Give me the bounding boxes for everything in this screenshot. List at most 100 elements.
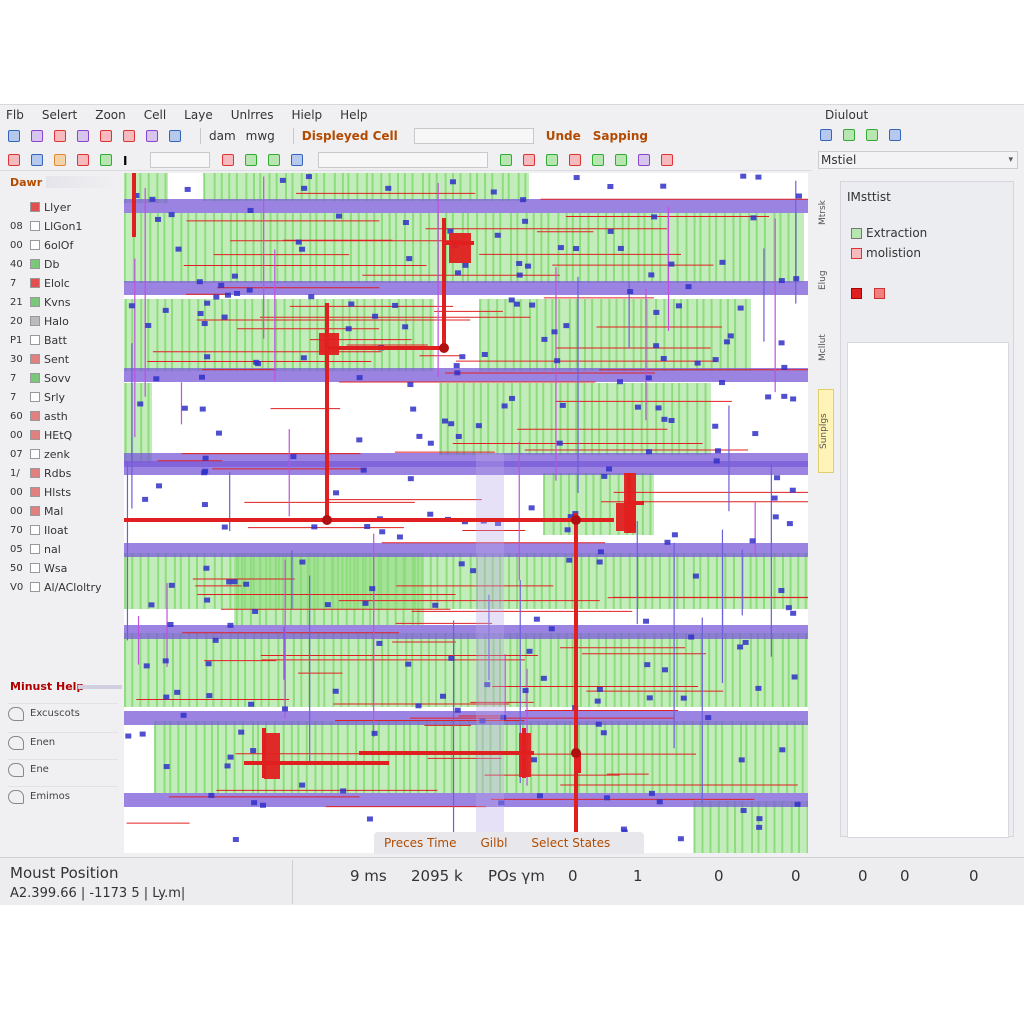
layer-row[interactable]: 40 Db bbox=[10, 256, 59, 272]
layer-swatch-icon[interactable] bbox=[30, 506, 40, 516]
flip-icon[interactable] bbox=[569, 153, 581, 166]
window-icon[interactable] bbox=[889, 129, 901, 141]
layer-row[interactable]: 21 Kvns bbox=[10, 294, 70, 310]
layout-canvas[interactable] bbox=[124, 173, 808, 853]
layer-swatch-icon[interactable] bbox=[30, 354, 40, 364]
mouse-help-item[interactable]: Emimos bbox=[8, 786, 118, 806]
zoom-out-icon[interactable] bbox=[146, 130, 158, 142]
mouse-help-item[interactable]: Enen bbox=[8, 732, 118, 752]
layer-row[interactable]: 7 Srly bbox=[10, 389, 65, 405]
layer-row[interactable]: 05 nal bbox=[10, 541, 61, 557]
layer-row[interactable]: 30 Sent bbox=[10, 351, 69, 367]
layer-swatch-icon[interactable] bbox=[30, 297, 40, 307]
key-icon[interactable] bbox=[8, 130, 20, 142]
search-field[interactable] bbox=[318, 151, 488, 168]
cursor-icon[interactable]: I bbox=[123, 153, 128, 168]
layer-row[interactable]: P1 Batt bbox=[10, 332, 67, 348]
rotate-icon[interactable] bbox=[546, 153, 558, 166]
layer-swatch-icon[interactable] bbox=[30, 563, 40, 573]
process-time-button[interactable]: Preces Time bbox=[384, 836, 457, 850]
select-states-button[interactable]: Select States bbox=[531, 836, 611, 850]
tool-icon[interactable] bbox=[31, 130, 43, 142]
via-icon[interactable] bbox=[245, 153, 257, 166]
mouse-help-item[interactable]: Excuscots bbox=[8, 703, 118, 723]
layer-swatch-icon[interactable] bbox=[30, 278, 40, 288]
layer-swatch-icon[interactable] bbox=[30, 202, 40, 212]
layer-swatch-icon[interactable] bbox=[30, 449, 40, 459]
layer-row[interactable]: Llyer bbox=[10, 199, 71, 215]
toolbar-mwg[interactable]: mwg bbox=[245, 129, 275, 143]
zoom-in-icon[interactable] bbox=[123, 130, 135, 142]
layer-swatch-icon[interactable] bbox=[30, 544, 40, 554]
layer-swatch-icon[interactable] bbox=[30, 411, 40, 421]
box-icon[interactable] bbox=[31, 153, 43, 166]
layer-row[interactable]: 20 Halo bbox=[10, 313, 69, 329]
gilbl-button[interactable]: Gilbl bbox=[480, 836, 508, 850]
undo-button[interactable]: Unde bbox=[545, 129, 581, 143]
layout-drawing[interactable] bbox=[124, 173, 808, 853]
layer-row[interactable]: 00 Mal bbox=[10, 503, 63, 519]
layer-icon[interactable] bbox=[100, 130, 112, 142]
layer-row[interactable]: 00 6olOf bbox=[10, 237, 73, 253]
layer-row[interactable]: 00 Hlsts bbox=[10, 484, 71, 500]
layer-swatch-icon[interactable] bbox=[30, 468, 40, 478]
right-select[interactable]: Mstiel ▾ bbox=[818, 151, 1018, 169]
layer-row[interactable]: 08 LlGon1 bbox=[10, 218, 82, 234]
mouse-help-item[interactable]: Ene bbox=[8, 759, 118, 779]
array-icon[interactable] bbox=[615, 153, 627, 166]
layer-swatch-icon[interactable] bbox=[30, 221, 40, 231]
menu-select[interactable]: Selert bbox=[41, 108, 78, 122]
ruler-icon[interactable] bbox=[54, 130, 66, 142]
layer-row[interactable]: 07 zenk bbox=[10, 446, 70, 462]
layer-swatch-icon[interactable] bbox=[30, 373, 40, 383]
layer-row[interactable]: 50 Wsa bbox=[10, 560, 67, 576]
layer-row[interactable]: 70 Iloat bbox=[10, 522, 68, 538]
align-icon[interactable] bbox=[592, 153, 604, 166]
measure-icon[interactable] bbox=[500, 153, 512, 166]
vtab-3[interactable]: Mcllut bbox=[818, 334, 828, 362]
layer-row[interactable]: 7 Sovv bbox=[10, 370, 71, 386]
command-field[interactable] bbox=[150, 151, 210, 168]
layer-swatch-icon[interactable] bbox=[30, 335, 40, 345]
toolbar-dam[interactable]: dam bbox=[209, 129, 236, 143]
menu-help[interactable]: Help bbox=[340, 108, 368, 122]
menu-hielp[interactable]: Hielp bbox=[291, 108, 323, 122]
layer-swatch-icon[interactable] bbox=[30, 582, 40, 592]
grid-icon[interactable] bbox=[77, 130, 89, 142]
pin-tools[interactable] bbox=[851, 288, 889, 299]
vtab-1[interactable]: Mtrsk bbox=[818, 200, 828, 226]
vtab-2[interactable]: Elug bbox=[818, 270, 828, 290]
layer-swatch-icon[interactable] bbox=[30, 525, 40, 535]
globe-icon[interactable] bbox=[866, 129, 878, 141]
menu-utilities[interactable]: Unlrres bbox=[230, 108, 274, 122]
menu-file[interactable]: Flb bbox=[6, 108, 24, 122]
menu-zoom[interactable]: Zoon bbox=[95, 108, 126, 122]
erase-icon[interactable] bbox=[222, 153, 234, 166]
pan-icon[interactable] bbox=[169, 130, 181, 142]
layer-swatch-icon[interactable] bbox=[30, 259, 40, 269]
layer-row[interactable]: 7 Elolc bbox=[10, 275, 70, 291]
link-icon[interactable] bbox=[820, 129, 832, 141]
wire-icon[interactable] bbox=[54, 153, 66, 166]
displayed-cell-field[interactable] bbox=[413, 128, 534, 144]
layer-swatch-icon[interactable] bbox=[30, 316, 40, 326]
select-icon[interactable] bbox=[8, 153, 20, 166]
vtab-4[interactable]: Sunplgs bbox=[818, 389, 834, 473]
layer-swatch-icon[interactable] bbox=[30, 430, 40, 440]
extraction-item[interactable]: Extraction bbox=[851, 226, 927, 240]
diff-icon[interactable] bbox=[100, 153, 112, 166]
displayed-cell-label[interactable]: Displeyed Cell bbox=[301, 129, 398, 143]
drc-icon[interactable] bbox=[661, 153, 673, 166]
copy-icon[interactable] bbox=[291, 153, 303, 166]
snapping-button[interactable]: Sapping bbox=[592, 129, 648, 143]
menu-layer[interactable]: Laye bbox=[184, 108, 213, 122]
layer-row[interactable]: 1/Rdbs bbox=[10, 465, 71, 481]
layer-swatch-icon[interactable] bbox=[30, 392, 40, 402]
layer-swatch-icon[interactable] bbox=[30, 487, 40, 497]
menu-cell[interactable]: Cell bbox=[143, 108, 167, 122]
poly-icon[interactable] bbox=[77, 153, 89, 166]
layer-row[interactable]: V0 Al/ACloltry bbox=[10, 579, 102, 595]
layer-row[interactable]: 00 HEtQ bbox=[10, 427, 72, 443]
stretch-icon[interactable] bbox=[638, 153, 650, 166]
contact-icon[interactable] bbox=[268, 153, 280, 166]
